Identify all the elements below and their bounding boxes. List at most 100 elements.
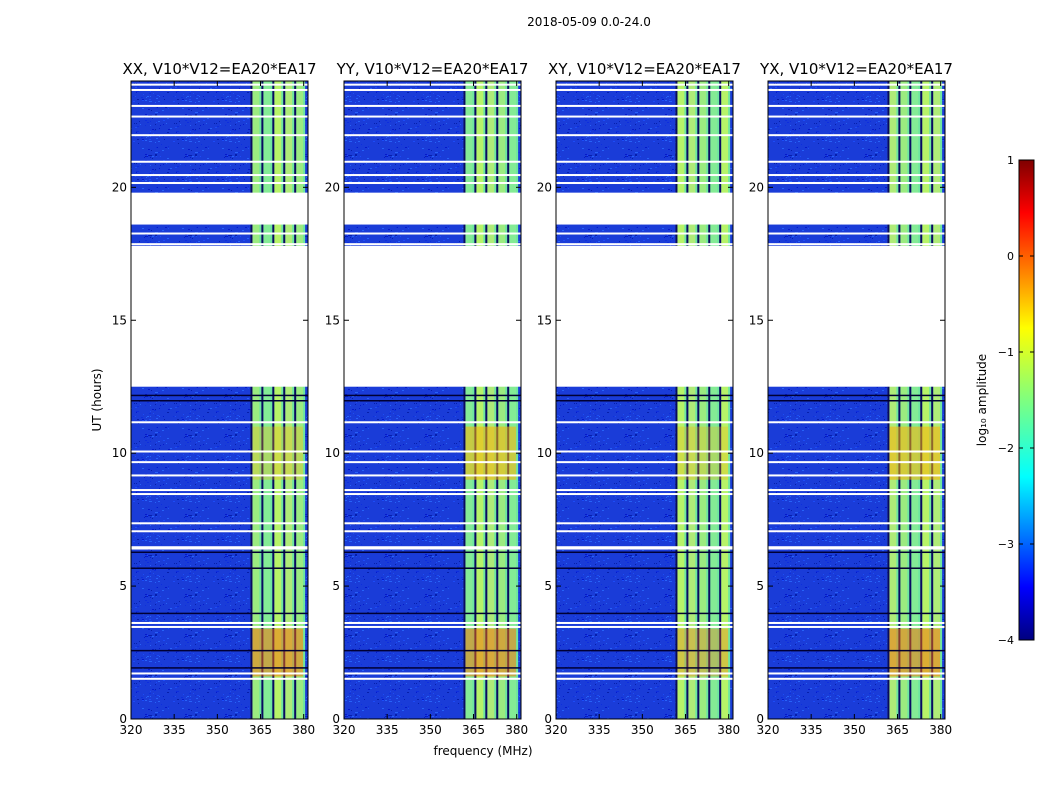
- colorbar-tick-label: −2: [998, 442, 1014, 455]
- dark-row: [131, 667, 308, 669]
- panel-title: XX, V10*V12=EA20*EA17: [122, 60, 316, 78]
- y-tick-label: 15: [537, 313, 552, 327]
- x-tick-label: 380: [292, 723, 315, 737]
- x-tick-label: 335: [376, 723, 399, 737]
- flagged-row: [131, 88, 308, 91]
- y-tick-label: 15: [112, 313, 127, 327]
- high-amplitude-region: [889, 426, 941, 480]
- flagged-row: [344, 174, 521, 177]
- data-gap: [556, 245, 733, 387]
- flagged-row: [344, 160, 521, 163]
- flagged-row: [556, 115, 733, 118]
- panel-2: 320 335 350 365 380 0 5 10 15 20 YY, V10*V12=EA20*…: [325, 60, 529, 737]
- panels: 320 335 350 365 380 0 5 10 15 20 XX, V10*V12=EA20*…: [112, 60, 953, 737]
- flagged-row: [131, 450, 308, 453]
- flagged-row: [556, 160, 733, 163]
- flagged-row: [344, 625, 521, 628]
- figure-title: 2018-05-09 0.0-24.0: [527, 15, 651, 29]
- x-tick-label: 320: [545, 723, 568, 737]
- flagged-row: [768, 461, 945, 464]
- dark-row: [768, 551, 945, 554]
- y-tick-label: 10: [325, 446, 340, 460]
- flagged-row: [556, 421, 733, 424]
- dark-row: [344, 649, 521, 652]
- flagged-row: [131, 232, 308, 235]
- flagged-row: [768, 522, 945, 525]
- y-tick-label: 20: [325, 180, 340, 194]
- flagged-row: [556, 83, 733, 86]
- flagged-row: [344, 530, 521, 533]
- dark-row: [131, 649, 308, 652]
- flagged-row: [768, 547, 945, 550]
- flagged-row: [131, 421, 308, 424]
- data-gap: [556, 192, 733, 225]
- dark-row: [344, 551, 521, 554]
- flagged-row: [556, 677, 733, 680]
- x-tick-label: 380: [505, 723, 528, 737]
- flagged-row: [768, 530, 945, 533]
- panel-title: YY, V10*V12=EA20*EA17: [336, 60, 529, 78]
- flagged-row: [131, 546, 308, 549]
- flagged-row: [556, 174, 733, 177]
- colorbar: 1 0 −1 −2 −3 −4 log₁₀ amplitude: [975, 154, 1035, 647]
- dark-row: [131, 551, 308, 554]
- flagged-row: [768, 232, 945, 235]
- flagged-row: [344, 546, 521, 549]
- flagged-row: [131, 134, 308, 137]
- dark-row: [768, 612, 945, 615]
- flagged-row: [556, 672, 733, 675]
- dark-row: [131, 400, 308, 402]
- x-tick-label: 365: [462, 723, 485, 737]
- flagged-row: [556, 522, 733, 525]
- panel-title: XY, V10*V12=EA20*EA17: [548, 60, 741, 78]
- high-amplitude-region: [252, 628, 304, 677]
- dark-row: [131, 394, 308, 397]
- dark-row: [768, 649, 945, 652]
- flagged-row: [344, 421, 521, 424]
- flagged-row: [344, 243, 521, 246]
- flagged-row: [344, 677, 521, 680]
- y-tick-label: 0: [119, 712, 127, 726]
- flagged-row: [344, 104, 521, 107]
- panel-title: YX, V10*V12=EA20*EA17: [759, 60, 953, 78]
- x-tick-label: 365: [674, 723, 697, 737]
- dark-row: [768, 567, 945, 569]
- flagged-row: [131, 489, 308, 492]
- flagged-row: [556, 104, 733, 107]
- data-gap: [131, 245, 308, 387]
- flagged-row: [556, 546, 733, 549]
- dark-row: [344, 400, 521, 402]
- axes-frame: [343, 80, 522, 720]
- flagged-row: [768, 88, 945, 91]
- high-amplitude-region: [465, 426, 517, 480]
- dark-row: [556, 551, 733, 554]
- flagged-row: [344, 232, 521, 235]
- high-amplitude-region: [889, 628, 941, 677]
- flagged-row: [131, 625, 308, 628]
- flagged-row: [131, 522, 308, 525]
- flagged-row: [556, 621, 733, 624]
- flagged-row: [768, 625, 945, 628]
- flagged-row: [131, 474, 308, 477]
- data-gap: [344, 192, 521, 225]
- flagged-row: [131, 621, 308, 624]
- data-gap: [768, 192, 945, 225]
- flagged-row: [768, 474, 945, 477]
- flagged-row: [556, 625, 733, 628]
- x-tick-label: 320: [333, 723, 356, 737]
- flagged-row: [768, 621, 945, 624]
- axes-frame: [767, 80, 946, 720]
- y-tick-label: 15: [749, 313, 764, 327]
- dark-row: [768, 667, 945, 669]
- colorbar-gradient: [1018, 159, 1035, 641]
- flagged-row: [131, 461, 308, 464]
- y-tick-label: 5: [332, 579, 340, 593]
- axes-frame: [130, 80, 309, 720]
- flagged-row: [131, 547, 308, 550]
- flagged-row: [556, 474, 733, 477]
- panel-1: 320 335 350 365 380 0 5 10 15 20 XX, V10*V12=EA20*…: [112, 60, 317, 737]
- flagged-row: [344, 493, 521, 496]
- flagged-row: [344, 134, 521, 137]
- y-tick-label: 10: [537, 446, 552, 460]
- dark-row: [556, 394, 733, 397]
